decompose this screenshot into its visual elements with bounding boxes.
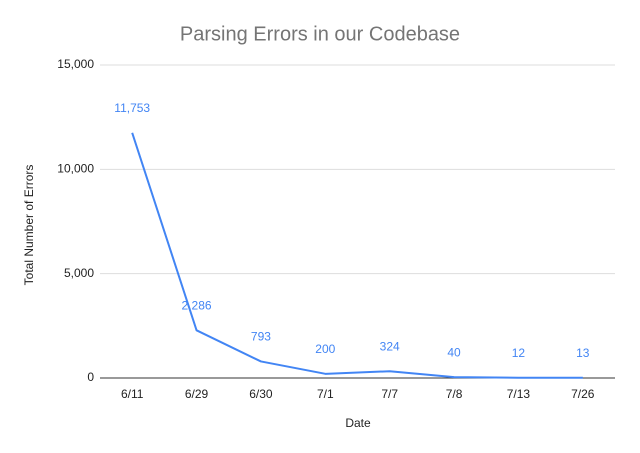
- data-label: 200: [315, 342, 335, 356]
- y-tick-label: 15,000: [57, 57, 94, 71]
- x-tick-label: 6/29: [185, 387, 209, 401]
- x-axis-label: Date: [345, 416, 371, 430]
- data-label: 11,753: [114, 101, 150, 115]
- x-tick-label: 7/7: [381, 387, 398, 401]
- data-label: 12: [512, 346, 526, 360]
- x-tick-label: 7/1: [317, 387, 334, 401]
- data-label: 793: [251, 330, 271, 344]
- data-label: 324: [380, 339, 400, 353]
- data-line: [131, 132, 583, 379]
- x-tick-label: 7/26: [571, 387, 595, 401]
- x-tick-label: 6/11: [121, 387, 144, 401]
- data-label: 13: [576, 346, 590, 360]
- data-label: 40: [447, 345, 461, 359]
- y-tick-label: 10,000: [57, 162, 94, 176]
- x-tick-label: 7/8: [446, 387, 463, 401]
- y-tick-label: 5,000: [64, 266, 94, 280]
- y-axis-label: Total Number of Errors: [22, 165, 36, 286]
- x-tick-label: 6/30: [249, 387, 273, 401]
- data-label: 2,286: [182, 298, 212, 312]
- chart-title: Parsing Errors in our Codebase: [180, 23, 460, 45]
- y-tick-label: 0: [87, 370, 94, 384]
- x-tick-label: 7/13: [507, 387, 531, 401]
